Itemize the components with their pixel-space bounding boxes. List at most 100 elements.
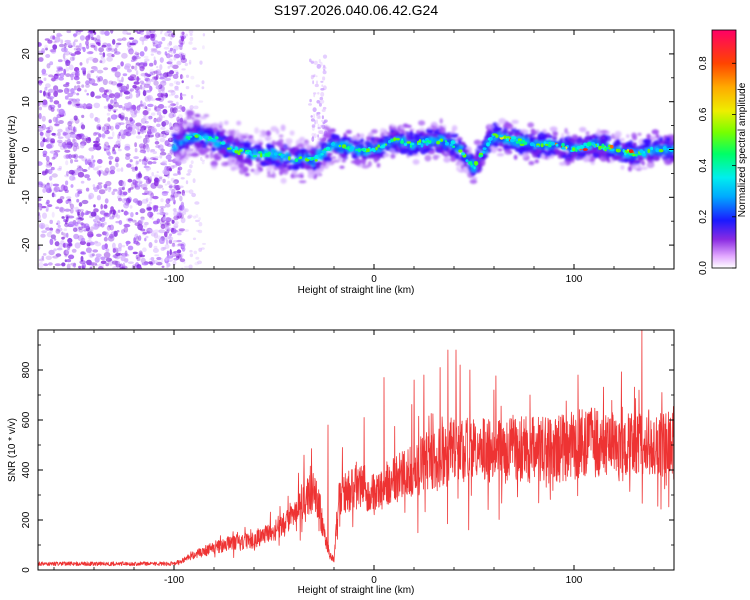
noise-dot <box>165 198 171 205</box>
noise-dot <box>67 92 74 98</box>
noise-dot <box>162 109 168 115</box>
noise-dot <box>95 42 101 45</box>
noise-dot <box>139 208 146 214</box>
noise-dot <box>66 243 71 251</box>
noise-dot <box>120 133 126 140</box>
noise-dot <box>47 143 54 149</box>
noise-dot <box>109 169 115 175</box>
noise-dot <box>86 58 89 64</box>
colorbar: 0.00.20.40.60.8 Normalized spectral ampl… <box>698 29 748 275</box>
noise-dot <box>76 47 82 52</box>
ridge-core-dot <box>615 148 619 152</box>
spike-dot <box>319 96 324 101</box>
ridge-core-dot <box>662 146 667 151</box>
noise-dot <box>57 128 63 133</box>
noise-dot <box>181 31 185 36</box>
noise-dot <box>150 230 155 233</box>
noise-dot <box>64 39 71 43</box>
ridge-core-dot <box>515 141 520 144</box>
noise-dot <box>64 208 70 212</box>
noise-dot <box>177 167 181 174</box>
ridge-blob <box>373 136 380 142</box>
noise-dot <box>167 43 171 47</box>
noise-dot <box>149 196 153 201</box>
noise-dot <box>150 47 158 51</box>
noise-dot <box>136 160 140 165</box>
noise-dot <box>69 118 74 123</box>
noise-dot <box>189 249 193 253</box>
noise-dot <box>95 137 100 144</box>
noise-dot <box>154 156 159 159</box>
ridge-blob <box>408 136 414 140</box>
noise-dot <box>134 166 138 171</box>
noise-dot <box>154 254 160 257</box>
ridge-core-dot <box>252 155 258 158</box>
ridge-blob <box>212 127 219 133</box>
noise-dot <box>184 190 190 193</box>
noise-dot <box>92 57 99 63</box>
ridge-core-dot <box>505 138 510 141</box>
ridge-blob <box>184 156 189 161</box>
noise-dot <box>169 63 174 68</box>
noise-dot <box>81 223 87 229</box>
spike-dot <box>310 61 315 64</box>
noise-dot <box>184 265 189 268</box>
noise-dot <box>195 84 200 88</box>
noise-dot <box>159 210 163 215</box>
ridge-core-dot <box>393 137 396 142</box>
noise-dot <box>66 259 72 263</box>
noise-dot <box>103 148 107 152</box>
noise-dot <box>52 44 58 50</box>
noise-dot <box>153 80 159 86</box>
noise-dot <box>115 263 122 268</box>
noise-dot <box>157 144 164 150</box>
noise-dot <box>78 202 83 207</box>
noise-dot <box>40 224 44 230</box>
noise-dot <box>178 185 184 189</box>
noise-dot <box>173 225 179 229</box>
noise-dot <box>161 121 167 127</box>
ridge-core-dot <box>608 147 612 150</box>
ridge-core-dot <box>428 140 432 144</box>
ridge-blob <box>172 138 177 144</box>
ridge-blob <box>547 148 554 153</box>
noise-dot <box>46 199 50 205</box>
ridge-blob <box>203 142 207 149</box>
noise-dot <box>104 221 107 225</box>
noise-dot <box>177 166 183 171</box>
noise-dot <box>69 208 74 214</box>
noise-dot <box>64 174 70 178</box>
noise-dot <box>138 235 142 241</box>
noise-dot <box>110 125 114 131</box>
noise-dot <box>56 227 63 232</box>
spike-dot <box>316 111 321 115</box>
noise-dot <box>146 107 152 112</box>
noise-dot <box>92 37 98 41</box>
noise-dot <box>75 71 79 78</box>
noise-dot <box>111 260 119 265</box>
noise-dot <box>89 112 94 119</box>
noise-dot <box>79 35 85 41</box>
ridge-core-dot <box>220 141 226 145</box>
noise-dot <box>150 232 156 237</box>
ridge-blob <box>620 165 625 170</box>
ridge-blob <box>244 172 250 177</box>
noise-dot <box>44 44 48 50</box>
noise-dot <box>197 260 202 265</box>
noise-dot <box>104 167 110 174</box>
ridge-blob <box>278 164 284 170</box>
ridge-blob <box>322 143 328 148</box>
noise-dot <box>121 245 126 248</box>
noise-dot <box>38 42 41 46</box>
noise-dot <box>113 101 119 108</box>
noise-dot <box>38 222 46 229</box>
noise-dot <box>181 93 187 97</box>
ridge-blob <box>425 128 431 133</box>
noise-dot <box>66 263 71 269</box>
ridge-blob <box>443 153 448 157</box>
noise-dot <box>145 90 152 93</box>
noise-dot <box>120 167 124 172</box>
noise-dot <box>168 163 171 166</box>
noise-dot <box>161 115 166 118</box>
